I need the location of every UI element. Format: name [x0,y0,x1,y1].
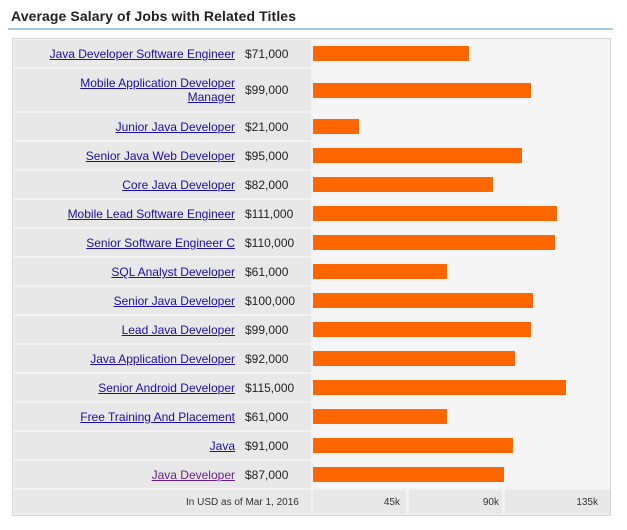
job-title-link[interactable]: Java Application Developer [90,352,235,366]
job-title-link[interactable]: Senior Java Web Developer [85,149,235,163]
table-row: SQL Analyst Developer $61,000 [14,258,311,285]
table-row: Senior Android Developer $115,000 [14,374,311,401]
table-row: Lead Java Developer $99,000 [14,316,311,343]
salary-bar [313,409,447,424]
salary-value: $61,000 [245,410,289,424]
salary-bar [313,83,531,98]
axis-cell-2 [409,490,502,514]
salary-bar [313,235,555,250]
job-title-link[interactable]: Mobile Lead Software Engineer [67,207,235,221]
table-row: Senior Java Developer $100,000 [14,287,311,314]
table-row: Junior Java Developer $21,000 [14,113,311,140]
salary-value: $71,000 [245,47,289,61]
job-title-link[interactable]: Core Java Developer [122,178,235,192]
table-row: Java Developer Software Engineer $71,000 [14,40,311,67]
job-title-link[interactable]: Lead Java Developer [121,323,235,337]
salary-bar [313,264,447,279]
salary-bar [313,380,566,395]
job-title-link[interactable]: Free Training And Placement [80,410,235,424]
salary-value: $21,000 [245,120,289,134]
job-title-link[interactable]: Senior Android Developer [98,381,235,395]
salary-value: $115,000 [245,381,295,395]
salary-value: $99,000 [245,83,289,97]
salary-value: $110,000 [245,236,295,250]
axis-cell-3 [505,490,610,514]
table-row: Free Training And Placement $61,000 [14,403,311,430]
job-title-link[interactable]: SQL Analyst Developer [111,265,235,279]
salary-value: $111,000 [245,207,294,221]
job-title-link[interactable]: Java [209,439,235,453]
salary-value: $61,000 [245,265,289,279]
x-tick-label: 45k [383,497,400,508]
job-title-link[interactable]: Junior Java Developer [115,120,235,134]
job-title-link[interactable]: Senior Software Engineer C [86,236,235,250]
salary-bar [313,438,513,453]
salary-bar [313,351,515,366]
job-title-link[interactable]: Mobile Application Developer Manager [80,76,235,104]
salary-value: $92,000 [245,352,289,366]
salary-value: $91,000 [245,439,289,453]
axis-cell-1 [313,490,406,514]
job-title-link[interactable]: Senior Java Developer [113,294,235,308]
salary-value: $87,000 [245,468,289,482]
job-title-link[interactable]: Java Developer Software Engineer [49,47,235,61]
table-row: Java Developer $87,000 [14,461,311,488]
footnote: In USD as of Mar 1, 2016 [186,497,299,508]
table-row: Senior Java Web Developer $95,000 [14,142,311,169]
table-row: Java $91,000 [14,432,311,459]
salary-value: $99,000 [245,323,289,337]
table-row: Mobile Application Developer Manager $99,… [14,69,311,111]
table-row: Java Application Developer $92,000 [14,345,311,372]
x-tick-label: 90k [482,497,499,508]
table-row: Mobile Lead Software Engineer $111,000 [14,200,311,227]
title-divider [8,28,613,30]
salary-value: $100,000 [245,294,296,308]
salary-value: $82,000 [245,178,289,192]
salary-bar [313,46,469,61]
footnote-cell [14,490,311,514]
table-row: Senior Software Engineer C $110,000 [14,229,311,256]
salary-bar [313,148,522,163]
salary-bar [313,206,557,221]
chart-title: Average Salary of Jobs with Related Titl… [11,8,297,24]
salary-bar [313,293,533,308]
salary-value: $95,000 [245,149,289,163]
salary-bar [313,119,359,134]
job-title-link[interactable]: Java Developer [151,468,235,482]
salary-bar [313,177,493,192]
x-tick-label: 135k [576,497,598,508]
salary-bar [313,322,531,337]
table-row: Core Java Developer $82,000 [14,171,311,198]
salary-bar [313,467,504,482]
